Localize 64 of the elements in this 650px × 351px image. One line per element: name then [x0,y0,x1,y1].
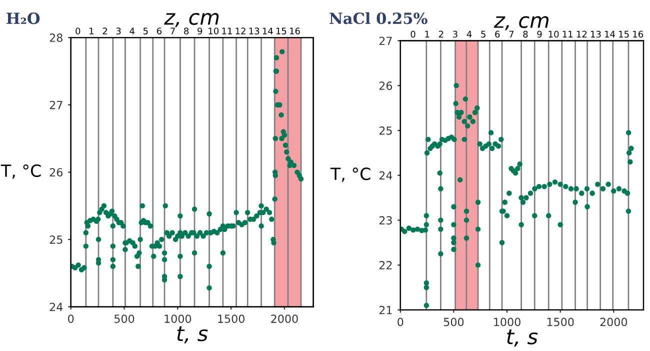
x2-tick-label: 15 [619,30,629,38]
x-tick-label: 2000 [271,314,298,324]
x2-tick-label: 7 [509,30,514,38]
x2-tick-label: 10 [548,30,559,38]
x2-axis-title: z, cm [494,16,548,30]
chart-title: H₂O [6,12,40,24]
x2-axis-title: z, cm [164,12,219,28]
x2-tick-label: 13 [249,28,260,34]
x2-tick-label: 4 [466,30,472,38]
x2-tick-label: 2 [102,28,107,34]
x2-tick-label: 16 [633,30,644,38]
x2-tick-label: 10 [208,28,219,34]
x-tick-label: 500 [114,314,134,324]
y-tick-label: 25 [379,126,392,135]
x-tick-label: 1500 [218,314,244,324]
x2-tick-label: 0 [410,30,416,38]
x2-tick-label: 9 [198,28,202,34]
y-tick-label: 21 [379,306,392,314]
x2-tick-label: 11 [562,30,573,38]
x-tick-label: 1000 [494,318,520,326]
x2-tick-label: 2 [438,30,444,38]
x2-tick-label: 11 [222,28,232,34]
x2-tick-label: 14 [262,28,273,34]
y-tick-label: 26 [379,82,392,90]
x2-tick-label: 12 [576,30,587,38]
x2-tick-label: 0 [76,28,80,34]
x2-tick-label: 7 [170,28,175,34]
x-axis-title: t, s [177,326,208,344]
x2-tick-label: 4 [130,28,134,34]
x2-tick-label: 8 [523,30,528,38]
y-tick-label: 27 [379,36,392,45]
y-axis-title: T, °C [330,168,370,182]
x-tick-label: 0 [398,318,404,326]
y-tick-label: 22 [379,261,392,270]
y-tick-label: 23 [379,216,392,225]
y-tick-label: 28 [50,34,62,42]
x-tick-label: 1000 [164,314,192,324]
x2-tick-label: 6 [495,30,500,38]
x2-tick-label: 5 [143,28,148,34]
x2-tick-label: 5 [481,30,486,38]
x2-tick-label: 3 [453,30,458,38]
x-tick-label: 1500 [547,318,574,326]
x2-tick-label: 13 [590,30,601,38]
x2-tick-label: 16 [290,28,300,34]
x2-tick-label: 9 [537,30,542,38]
x2-tick-label: 12 [236,28,246,34]
chart-title: NaCl 0.25% [330,12,428,24]
y-tick-label: 26 [50,168,63,177]
y-tick-label: 24 [379,171,392,180]
x2-tick-label: 1 [90,28,94,34]
x2-tick-label: 6 [156,28,162,34]
y-axis-title: T, °C [0,164,41,179]
x2-tick-label: 15 [276,28,286,34]
x2-tick-label: 3 [116,28,121,34]
x2-tick-label: 1 [425,30,430,38]
x2-tick-label: 8 [184,28,189,34]
y-tick-label: 25 [50,235,62,244]
x-tick-label: 2000 [600,318,628,326]
x-axis-title: t, s [507,330,538,347]
y-tick-label: 27 [50,100,62,110]
x2-tick-label: 14 [605,30,616,38]
x-tick-label: 500 [444,318,464,326]
y-tick-label: 24 [50,302,63,311]
x-tick-label: 0 [68,314,74,324]
